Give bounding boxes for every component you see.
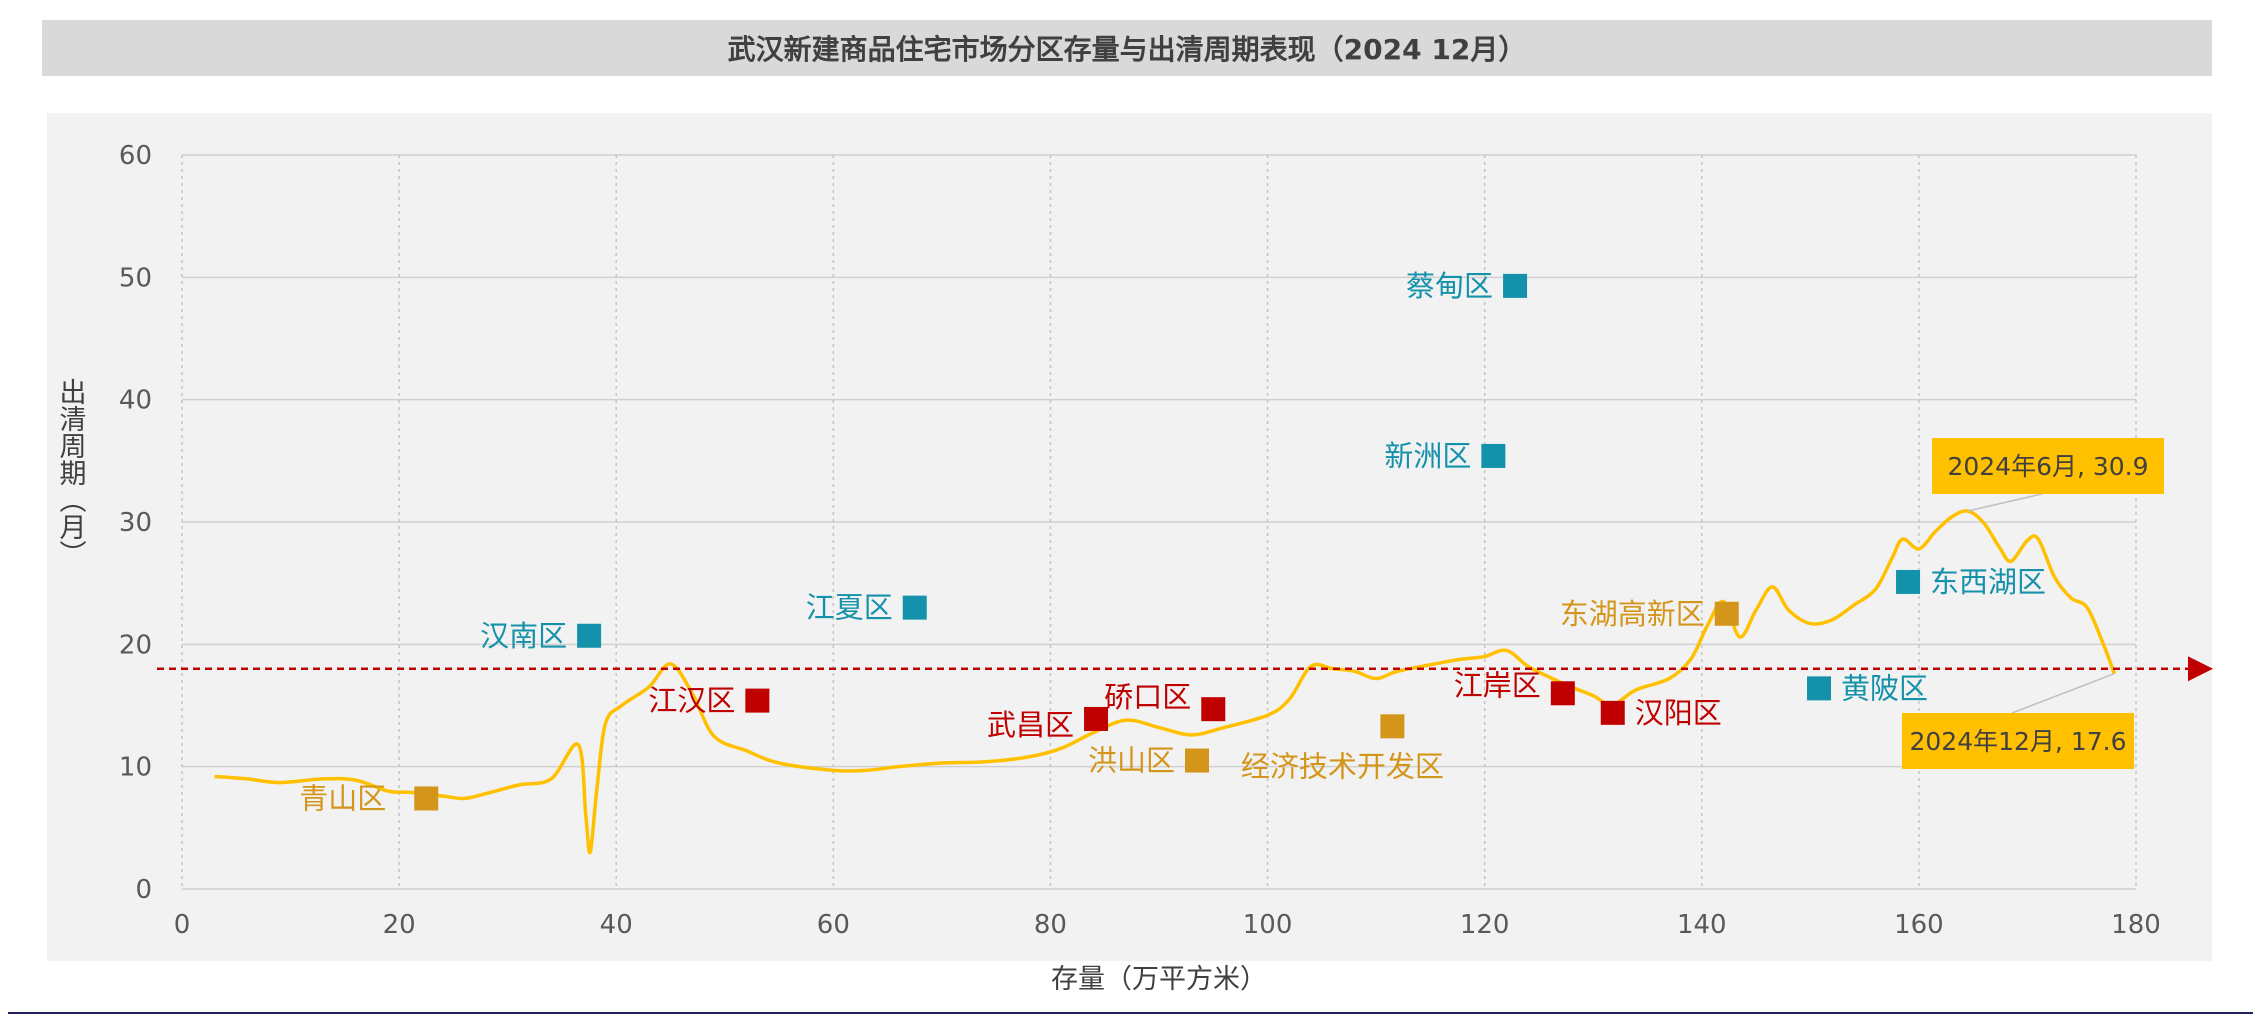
x-tick-label: 0 [174, 910, 191, 940]
y-tick-label: 30 [119, 508, 152, 538]
y-tick-label: 0 [135, 875, 152, 905]
x-tick-label: 160 [1894, 910, 1944, 940]
plot-area [47, 113, 2212, 961]
point-label: 江汉区 [648, 684, 735, 718]
point-label: 东西湖区 [1930, 565, 2046, 599]
x-axis-label: 存量（万平方米） [1051, 964, 1267, 995]
scatter-point [414, 786, 439, 811]
scatter-point [1503, 273, 1528, 298]
y-tick-label: 10 [119, 753, 152, 783]
scatter-point [1714, 601, 1739, 626]
point-label: 江岸区 [1454, 668, 1541, 702]
x-tick-label: 120 [1460, 910, 1510, 940]
point-label: 东湖高新区 [1560, 597, 1705, 631]
x-tick-label: 80 [1034, 910, 1067, 940]
callout-box [1902, 713, 2134, 769]
scatter-point [745, 688, 770, 713]
chart-title: 武汉新建商品住宅市场分区存量与出清周期表现（2024 12月） [727, 33, 1527, 66]
scatter-point [1084, 706, 1109, 731]
scatter-point [1201, 697, 1226, 722]
callout-label: 2024年6月, 30.9 [1947, 452, 2148, 481]
y-tick-label: 20 [119, 630, 152, 660]
point-label: 硚口区 [1104, 680, 1191, 714]
point-label: 黄陂区 [1841, 671, 1928, 705]
trend-line [214, 509, 2116, 855]
scatter-point [1550, 681, 1575, 706]
point-label: 蔡甸区 [1406, 269, 1493, 303]
x-tick-label: 60 [817, 910, 850, 940]
point-label: 汉南区 [480, 619, 567, 653]
y-tick-label: 50 [119, 263, 152, 293]
point-label: 经济技术开发区 [1241, 749, 1444, 783]
callout-leader [2011, 672, 2115, 714]
y-axis-label: 出清周期（月） [55, 378, 87, 567]
x-tick-label: 180 [2111, 910, 2161, 940]
callout-box [1932, 438, 2164, 494]
point-label: 武昌区 [987, 708, 1074, 742]
point-label: 新洲区 [1384, 439, 1471, 473]
scatter-point [1481, 443, 1506, 468]
scatter-point [577, 623, 602, 648]
x-tick-label: 40 [600, 910, 633, 940]
point-label: 汉阳区 [1635, 696, 1722, 730]
scatter-point [902, 595, 927, 620]
point-label: 青山区 [299, 781, 386, 815]
scatter-point [1896, 569, 1921, 594]
x-tick-label: 20 [383, 910, 416, 940]
chart-title-bar: 武汉新建商品住宅市场分区存量与出清周期表现（2024 12月） [42, 20, 2212, 76]
x-tick-label: 140 [1677, 910, 1727, 940]
bottom-rule [8, 1012, 2253, 1014]
scatter-point [1184, 748, 1209, 773]
y-tick-label: 60 [119, 141, 152, 171]
scatter-point [1807, 676, 1832, 701]
callout-label: 2024年12月, 17.6 [1910, 727, 2127, 756]
scatter-point [1600, 700, 1625, 725]
point-label: 江夏区 [806, 591, 893, 625]
y-tick-label: 40 [119, 386, 152, 416]
point-label: 洪山区 [1088, 744, 1175, 778]
scatter-point [1380, 714, 1405, 739]
x-tick-label: 100 [1243, 910, 1293, 940]
callout-leader [1967, 493, 2043, 512]
